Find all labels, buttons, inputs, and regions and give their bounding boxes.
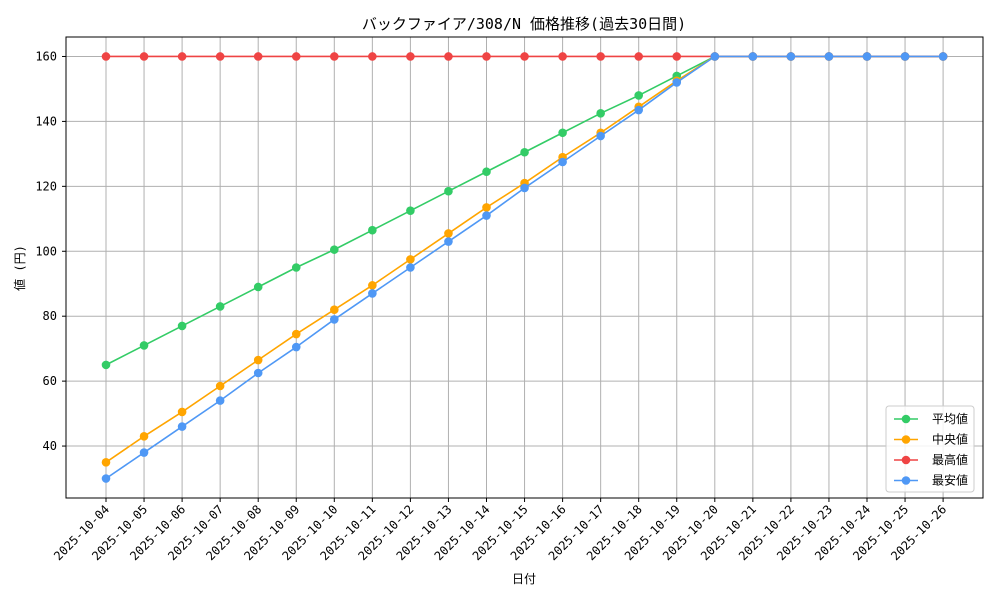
data-point	[139, 448, 149, 457]
y-tick-label: 80	[43, 309, 57, 323]
series-lines	[101, 52, 948, 483]
data-point	[444, 52, 453, 61]
data-point	[330, 52, 339, 61]
data-point	[291, 342, 301, 352]
y-tick-label: 40	[43, 439, 57, 453]
data-point	[177, 52, 187, 61]
data-point	[520, 183, 529, 193]
data-point	[596, 52, 605, 61]
data-point	[101, 360, 111, 370]
data-point	[710, 52, 720, 61]
legend-item: 最安値	[894, 473, 968, 488]
data-point	[520, 52, 529, 61]
data-point	[482, 211, 491, 220]
data-point	[406, 206, 415, 215]
data-point	[177, 407, 187, 417]
series-4	[101, 52, 948, 483]
y-tick-label: 60	[43, 374, 57, 388]
legend-item: 平均値	[894, 411, 968, 426]
legend-marker	[901, 435, 911, 444]
data-point	[558, 128, 567, 138]
y-axis-ticks: 40 60 80 100 120 140 160	[35, 49, 66, 453]
y-tick-label: 160	[35, 49, 57, 63]
data-point	[253, 282, 263, 292]
data-point	[672, 78, 682, 87]
data-point	[558, 52, 567, 61]
data-point	[291, 263, 301, 272]
data-point	[634, 52, 643, 61]
data-point	[482, 203, 491, 212]
data-point	[786, 52, 796, 61]
data-point	[406, 52, 415, 61]
data-point	[101, 457, 111, 467]
legend-marker	[901, 414, 911, 424]
data-point	[634, 105, 643, 115]
data-point	[596, 108, 605, 118]
x-axis-label: 日付	[512, 572, 536, 586]
y-tick-label: 120	[35, 179, 57, 193]
data-point	[139, 52, 149, 61]
data-point	[253, 355, 263, 365]
legend-label: 最高値	[932, 452, 968, 467]
data-point	[330, 305, 339, 315]
legend-marker	[901, 476, 911, 485]
data-point	[291, 52, 301, 61]
data-point	[253, 52, 263, 61]
y-tick-label: 100	[35, 244, 57, 258]
data-point	[330, 245, 339, 254]
legend-label: 中央値	[932, 432, 968, 447]
data-point	[444, 237, 453, 246]
legend-item: 最高値	[894, 452, 968, 467]
data-point	[862, 52, 872, 61]
data-point	[139, 432, 149, 441]
data-point	[672, 52, 682, 61]
data-point	[444, 229, 453, 238]
data-point	[444, 186, 453, 196]
data-point	[253, 368, 263, 378]
data-point	[215, 381, 225, 391]
data-point	[215, 52, 225, 61]
y-axis-label: 値 (円)	[12, 245, 27, 291]
data-point	[900, 52, 910, 61]
data-point	[558, 157, 567, 167]
legend-item: 中央値	[894, 432, 968, 447]
data-point	[215, 396, 225, 405]
data-point	[368, 281, 377, 290]
data-point	[291, 329, 301, 339]
x-axis-ticks: 2025-10-042025-10-052025-10-062025-10-07…	[51, 498, 949, 563]
data-point	[101, 52, 111, 61]
data-point	[177, 422, 187, 431]
legend-label: 平均値	[932, 411, 968, 426]
data-point	[938, 52, 948, 61]
data-point	[596, 131, 605, 141]
legend-marker	[901, 455, 911, 465]
y-tick-label: 140	[35, 114, 57, 128]
data-point	[368, 225, 377, 235]
data-point	[482, 167, 491, 177]
data-point	[406, 255, 415, 264]
chart-title: バックファイア/308/N 価格推移(過去30日間)	[362, 15, 686, 33]
data-point	[101, 474, 111, 483]
data-point	[748, 52, 758, 61]
data-point	[177, 321, 187, 331]
data-point	[139, 341, 149, 350]
data-point	[482, 52, 491, 61]
data-point	[824, 52, 834, 61]
data-point	[215, 302, 225, 311]
data-point	[406, 263, 415, 272]
data-point	[368, 289, 377, 298]
grid	[66, 37, 983, 498]
legend-label: 最安値	[932, 473, 968, 488]
data-point	[368, 52, 377, 61]
legend-box	[885, 405, 975, 493]
data-point	[520, 147, 529, 157]
data-point	[330, 315, 339, 324]
data-point	[634, 91, 643, 100]
